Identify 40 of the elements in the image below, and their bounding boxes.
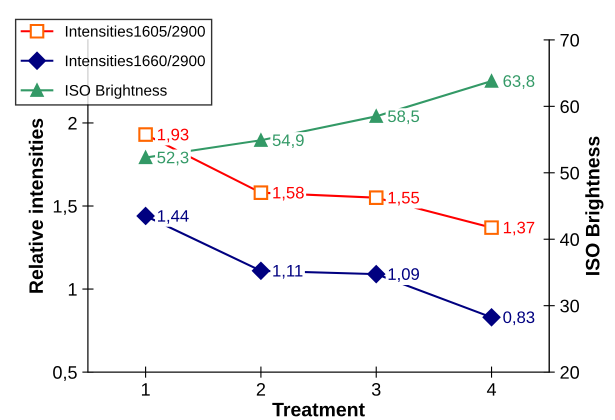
point xyxy=(482,308,500,326)
point xyxy=(252,262,270,280)
y-tick-label: 0,5 xyxy=(53,366,77,381)
y-tick-label: 1 xyxy=(68,283,77,296)
y2-tick-label: 30 xyxy=(560,300,579,312)
x-tick-label: 2 xyxy=(256,383,266,396)
y-axis-title: Relative intensities xyxy=(28,118,44,293)
x-tick-label: 3 xyxy=(372,383,380,396)
y2-tick-label: 20 xyxy=(560,366,579,379)
data-label: 1,37 xyxy=(504,222,534,236)
data-label: 52,3 xyxy=(157,152,188,166)
point xyxy=(367,265,386,284)
x-tick-label: 1 xyxy=(142,383,150,396)
point xyxy=(484,74,498,88)
data-label: 1,09 xyxy=(388,268,419,282)
legend-label: Intensities1605/2900 xyxy=(66,26,205,37)
y-tick-label: 1,5 xyxy=(54,200,77,215)
legend-label: Intensities1660/2900 xyxy=(66,55,205,66)
data-label: 63,8 xyxy=(503,75,534,89)
data-label: 1,11 xyxy=(273,265,302,279)
data-label: 58,5 xyxy=(388,110,420,124)
data-label: 1,55 xyxy=(388,192,420,206)
data-label: 0,83 xyxy=(503,311,534,326)
point xyxy=(139,150,152,164)
data-label: 1,44 xyxy=(158,210,189,224)
y-tick-label: 2 xyxy=(68,116,77,130)
y2-tick-label: 60 xyxy=(560,100,579,114)
point xyxy=(370,110,383,123)
x-axis-title: Treatment xyxy=(272,402,365,416)
y2-tick-label: 40 xyxy=(560,233,579,246)
point xyxy=(254,134,268,147)
data-label: 54,9 xyxy=(272,134,304,148)
data-label: 1,93 xyxy=(158,128,188,142)
y2-tick-label: 70 xyxy=(560,34,579,47)
x-tick-label: 4 xyxy=(486,383,496,396)
point xyxy=(136,207,155,225)
legend-label: ISO Brightness xyxy=(66,84,167,99)
y2-tick-label: 50 xyxy=(560,166,579,180)
data-label: 1,58 xyxy=(273,186,304,201)
y2-axis-title: ISO Brightness xyxy=(585,136,604,275)
